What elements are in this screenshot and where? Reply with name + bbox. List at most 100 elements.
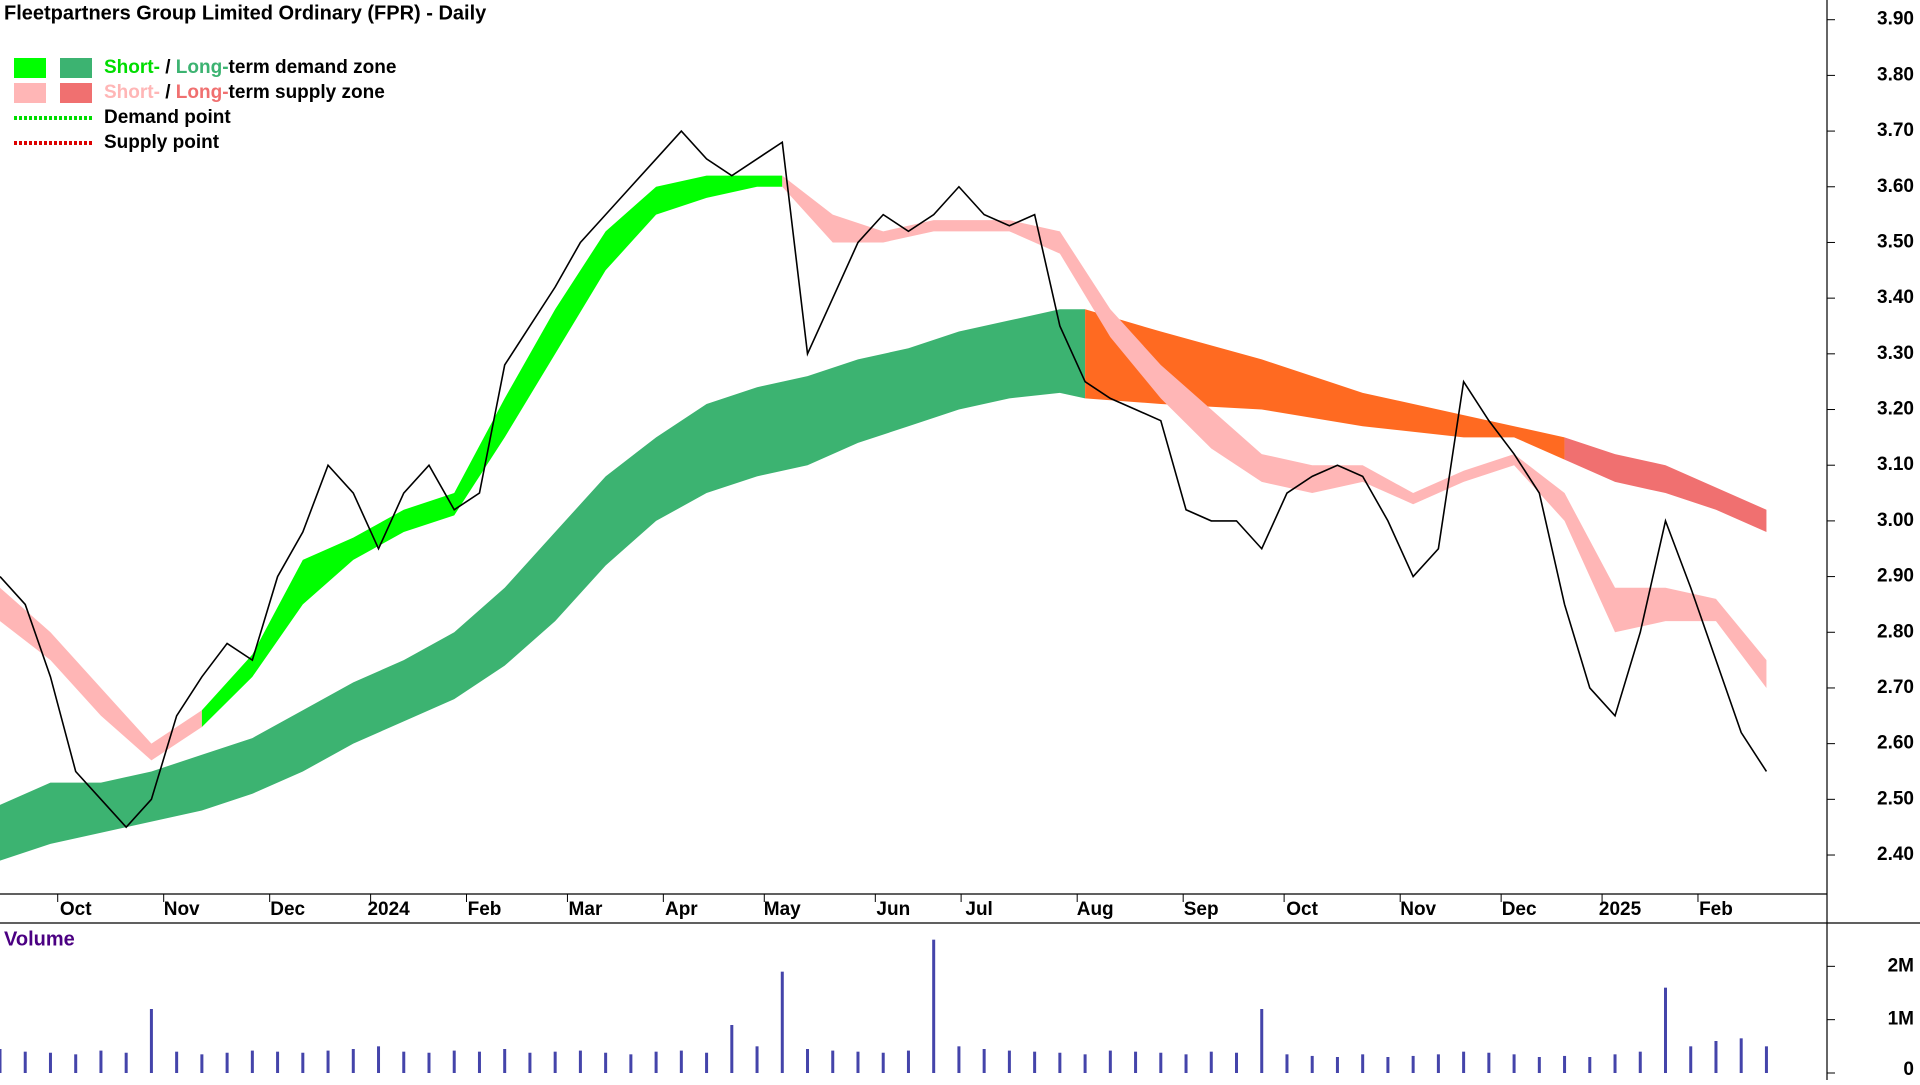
volume-bar — [1663, 987, 1667, 1073]
volume-bar — [1764, 1046, 1768, 1073]
y-tick-label: 2.40 — [1877, 844, 1914, 865]
legend-text: Demand point — [104, 107, 231, 128]
volume-bar — [1588, 1057, 1592, 1073]
volume-bar — [705, 1052, 709, 1073]
zone-band — [1085, 309, 1565, 460]
volume-bar — [402, 1051, 406, 1073]
volume-bar — [427, 1052, 431, 1073]
legend-text: term supply zone — [229, 82, 385, 103]
legend-label: Short- / Long-term demand zone — [104, 57, 396, 78]
volume-bar — [276, 1051, 280, 1073]
y-tick-label: 2.50 — [1877, 788, 1914, 809]
volume-bar — [906, 1050, 910, 1073]
volume-bar — [351, 1049, 355, 1073]
volume-bar — [250, 1050, 254, 1073]
x-tick-label: Apr — [665, 899, 698, 920]
y-tick-label: 3.60 — [1877, 176, 1914, 197]
x-tick-label: May — [764, 899, 801, 920]
volume-bar — [48, 1052, 52, 1073]
x-tick-label: Jun — [876, 899, 910, 920]
volume-bar — [124, 1052, 128, 1073]
volume-bar — [679, 1050, 683, 1073]
price-line — [0, 129, 1768, 829]
volume-bar — [982, 1049, 986, 1073]
y-tick-label: 3.90 — [1877, 9, 1914, 30]
legend-text: Long- — [176, 82, 229, 103]
volume-bar — [553, 1051, 557, 1073]
y-tick-label: 3.50 — [1877, 231, 1914, 252]
y-tick-label: 2M — [1888, 955, 1914, 976]
volume-bar — [452, 1050, 456, 1073]
volume-bar — [1159, 1052, 1163, 1073]
volume-bar — [1007, 1050, 1011, 1073]
x-tick-label: 2024 — [367, 899, 410, 920]
legend-swatch — [60, 58, 92, 78]
legend-text: Short- — [104, 57, 160, 78]
volume-bar — [1411, 1055, 1415, 1073]
x-tick-label: Feb — [468, 899, 502, 920]
y-tick-label: 3.00 — [1877, 510, 1914, 531]
volume-bar — [503, 1049, 507, 1073]
x-tick-label: Mar — [569, 899, 603, 920]
volume-bar — [99, 1050, 103, 1073]
legend-text: / — [160, 57, 176, 78]
volume-bar — [1613, 1054, 1617, 1073]
volume-bar — [1563, 1055, 1567, 1073]
x-tick-label: Dec — [1502, 899, 1537, 920]
volume-bar — [806, 1049, 810, 1073]
legend-swatch — [14, 58, 46, 78]
x-tick-label: Nov — [164, 899, 200, 920]
volume-bar — [225, 1052, 229, 1073]
legend-label: Demand point — [104, 107, 231, 128]
volume-bar — [1285, 1054, 1289, 1073]
volume-bar — [1739, 1038, 1743, 1073]
legend-label: Short- / Long-term supply zone — [104, 82, 385, 103]
volume-bar — [1134, 1051, 1138, 1073]
y-tick-label: 0 — [1903, 1059, 1914, 1080]
volume-bar — [1537, 1057, 1541, 1073]
volume-bar — [932, 939, 936, 1073]
volume-bar — [74, 1054, 78, 1073]
legend-text: term demand zone — [229, 57, 397, 78]
volume-bar — [301, 1052, 305, 1073]
volume-bar — [780, 971, 784, 1073]
y-tick-label: 3.70 — [1877, 120, 1914, 141]
volume-bar — [1335, 1057, 1339, 1073]
x-tick-label: Oct — [60, 899, 92, 920]
volume-bar — [149, 1009, 153, 1073]
volume-bar — [881, 1052, 885, 1073]
volume-bar — [1260, 1009, 1264, 1073]
volume-bar — [1462, 1051, 1466, 1073]
volume-bar — [528, 1052, 532, 1073]
x-tick-label: Feb — [1699, 899, 1733, 920]
volume-bar — [1361, 1054, 1365, 1073]
legend-text: Short- — [104, 82, 160, 103]
chart-title: Fleetpartners Group Limited Ordinary (FP… — [4, 2, 487, 24]
legend-text: Supply point — [104, 132, 220, 153]
legend-swatch — [14, 83, 46, 103]
legend-swatch — [60, 83, 92, 103]
volume-bar — [730, 1025, 734, 1073]
x-tick-label: Jul — [965, 899, 992, 920]
volume-bar — [1033, 1051, 1037, 1073]
volume-bar — [578, 1050, 582, 1073]
y-tick-label: 3.30 — [1877, 343, 1914, 364]
volume-bar — [831, 1050, 835, 1073]
x-tick-label: Sep — [1184, 899, 1219, 920]
legend-text: / — [160, 82, 176, 103]
x-tick-label: Dec — [270, 899, 305, 920]
volume-bar — [326, 1050, 330, 1073]
volume-title: Volume — [4, 928, 75, 950]
volume-bar — [1184, 1054, 1188, 1073]
x-tick-label: 2025 — [1599, 899, 1642, 920]
y-tick-label: 2.90 — [1877, 566, 1914, 587]
volume-bar — [1058, 1052, 1062, 1073]
y-tick-label: 3.20 — [1877, 399, 1914, 420]
volume-bar — [654, 1051, 658, 1073]
legend-label: Supply point — [104, 132, 220, 153]
zone-band — [201, 175, 783, 727]
volume-bar — [1512, 1054, 1516, 1073]
zone-band — [0, 309, 1086, 861]
x-tick-label: Aug — [1077, 899, 1114, 920]
